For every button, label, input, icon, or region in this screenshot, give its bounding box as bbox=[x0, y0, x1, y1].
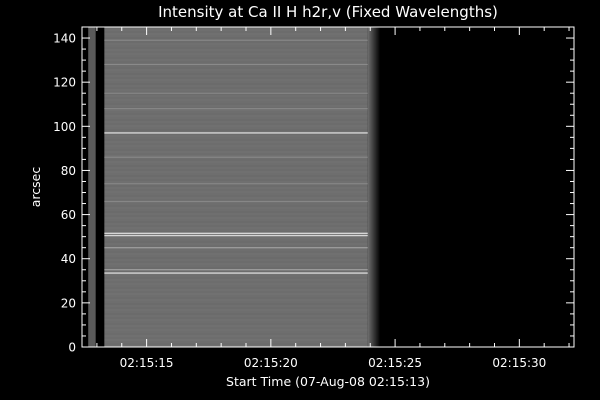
y-tick-label: 140 bbox=[53, 32, 76, 46]
axis-frame bbox=[81, 26, 575, 348]
x-tick-label: 02:15:25 bbox=[368, 356, 422, 370]
y-axis-title: arcsec bbox=[28, 167, 43, 208]
chart-title: Intensity at Ca II H h2r,v (Fixed Wavele… bbox=[158, 3, 498, 21]
data-block bbox=[104, 27, 368, 347]
y-tick-label: 20 bbox=[61, 296, 76, 310]
plot-area bbox=[82, 27, 574, 347]
x-axis-title: Start Time (07-Aug-08 02:15:13) bbox=[226, 374, 430, 389]
x-tick-label: 02:15:20 bbox=[244, 356, 298, 370]
axes: 02:15:15 02:15:20 02:15:25 02:15:30 0 20 40 60 8… bbox=[53, 26, 575, 370]
y-tick-label: 40 bbox=[61, 252, 76, 266]
x-tick-label: 02:15:15 bbox=[120, 356, 174, 370]
y-tick-label: 60 bbox=[61, 208, 76, 222]
x-tick-label: 02:15:30 bbox=[492, 356, 546, 370]
y-tick-label: 80 bbox=[61, 164, 76, 178]
y-tick-label: 120 bbox=[53, 76, 76, 90]
data-strip bbox=[88, 27, 96, 347]
y-tick-label: 0 bbox=[68, 341, 76, 355]
data-fade bbox=[367, 27, 381, 347]
y-tick-label: 100 bbox=[53, 120, 76, 134]
